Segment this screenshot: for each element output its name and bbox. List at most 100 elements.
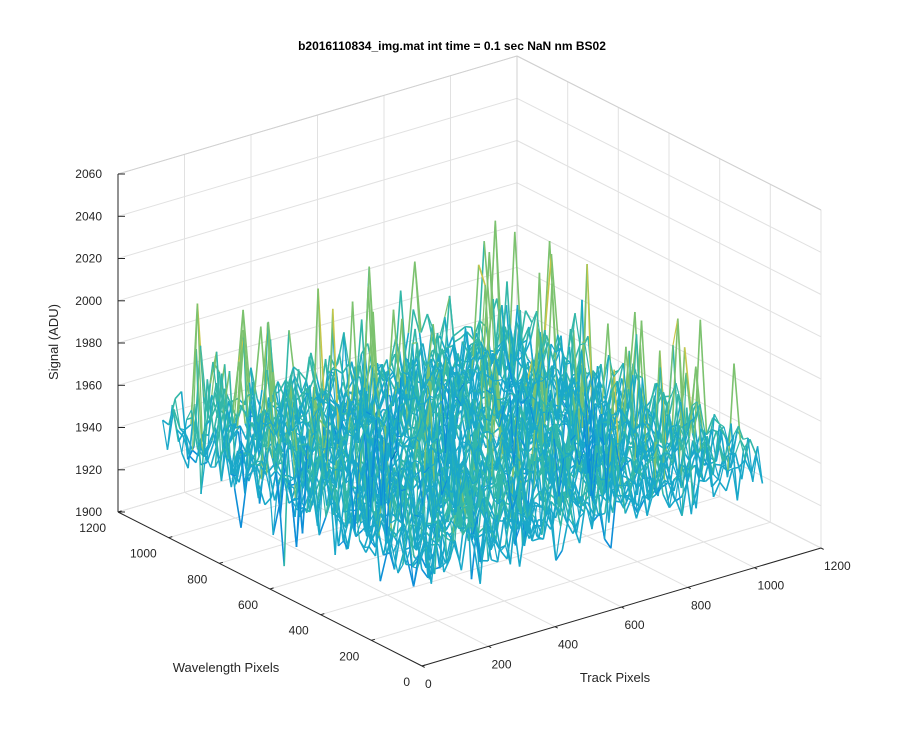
surface-segment	[446, 520, 452, 530]
surface-segment	[199, 345, 206, 427]
surface-segment	[490, 539, 497, 551]
surface-segment	[662, 494, 671, 508]
surface-segment	[277, 482, 285, 567]
surface-segment	[507, 231, 516, 370]
surface-segment	[375, 500, 382, 522]
surface-segment	[437, 522, 443, 535]
surface-segment	[341, 518, 349, 549]
surface-segment	[222, 409, 228, 436]
surface-segment	[313, 462, 320, 536]
surface-segment	[202, 396, 211, 421]
surface-segment	[271, 424, 278, 435]
x-tick-mark	[554, 626, 558, 629]
surface-segment	[333, 444, 340, 465]
surface-segment	[181, 419, 188, 454]
surface-segment	[712, 481, 721, 498]
surface-segment	[318, 517, 327, 536]
surface-segment	[658, 432, 667, 456]
z-tick-label: 2060	[75, 167, 102, 181]
surface-segment	[413, 555, 419, 587]
surface-segment	[362, 423, 368, 428]
surface-segment	[316, 475, 323, 526]
surface-segment	[347, 520, 354, 549]
x-tick-mark	[687, 586, 691, 590]
surface-segment	[335, 368, 343, 375]
surface-segment	[282, 393, 289, 421]
surface-segment	[504, 545, 511, 565]
surface-segment	[335, 459, 342, 488]
surface-segment	[186, 409, 192, 420]
surface-segment	[252, 382, 259, 422]
surface-segment	[267, 466, 274, 536]
surface-segment	[684, 467, 693, 515]
surface-segment	[341, 451, 348, 472]
surface-segment	[435, 540, 442, 568]
surface-segment	[454, 540, 463, 571]
surface-segment	[411, 369, 420, 411]
surface-segment	[343, 412, 350, 415]
surface-segment	[461, 493, 468, 509]
surface-segment	[347, 366, 356, 431]
grid-line	[117, 224, 518, 344]
surface-segment	[267, 466, 276, 501]
surface-segment	[471, 505, 478, 539]
surface-segment	[372, 475, 379, 498]
surface-segment	[279, 442, 286, 516]
surface-segment	[432, 522, 439, 541]
surface-segment	[501, 480, 509, 491]
grid-line	[516, 266, 822, 422]
surface-segment	[382, 517, 389, 544]
surface-segment	[291, 500, 298, 511]
surface-segment	[295, 446, 302, 548]
surface-segment	[498, 499, 505, 522]
surface-segment	[272, 381, 279, 396]
surface-segment	[351, 457, 357, 463]
surface-segment	[695, 444, 704, 509]
surface-segment	[198, 442, 205, 458]
x-tick-label: 0	[425, 677, 432, 691]
surface-segment	[312, 288, 319, 438]
surface-segment	[235, 450, 244, 485]
surface-segment	[261, 412, 268, 440]
surface-segment	[450, 404, 459, 437]
surface-segment	[192, 303, 198, 451]
z-tick-label: 2000	[75, 294, 102, 308]
surface-segment	[730, 423, 739, 501]
surface-segment	[705, 474, 713, 482]
surface-segment	[412, 342, 418, 344]
z-tick-label: 2040	[75, 209, 102, 223]
surface-segment	[291, 424, 298, 432]
surface-segment	[427, 540, 434, 578]
surface-segment	[668, 498, 677, 509]
surface-segment	[179, 428, 185, 431]
surface-segment	[241, 406, 248, 418]
x-tick-mark	[820, 547, 824, 550]
surface-segment	[396, 517, 403, 524]
y-tick-mark	[371, 638, 376, 641]
surface-segment	[674, 499, 683, 516]
surface-segment	[171, 404, 178, 430]
surface-segment	[319, 456, 328, 506]
z-tick-label: 1940	[75, 421, 102, 435]
surface-segment	[193, 404, 200, 443]
surface-segment	[260, 419, 266, 426]
chart-title: b2016110834_img.mat int time = 0.1 sec N…	[298, 39, 606, 53]
surface-segment	[246, 469, 255, 478]
surface-segment	[459, 526, 465, 530]
surface-segment	[309, 385, 316, 435]
surface-segment	[430, 468, 439, 483]
surface-segment	[329, 479, 336, 505]
surface-segment	[342, 540, 349, 550]
surface-segment	[411, 554, 420, 566]
surface-segment	[162, 419, 170, 426]
surface-segment	[176, 429, 183, 454]
surface-segment	[348, 429, 354, 431]
surface-segment	[206, 395, 213, 463]
surface-segment	[368, 511, 375, 547]
surface-segment	[265, 474, 272, 498]
surface-segment	[571, 389, 580, 434]
surface-segment	[246, 456, 253, 477]
surface-segment	[544, 402, 553, 449]
surface-segment	[624, 458, 632, 466]
surface-segment	[325, 482, 332, 517]
